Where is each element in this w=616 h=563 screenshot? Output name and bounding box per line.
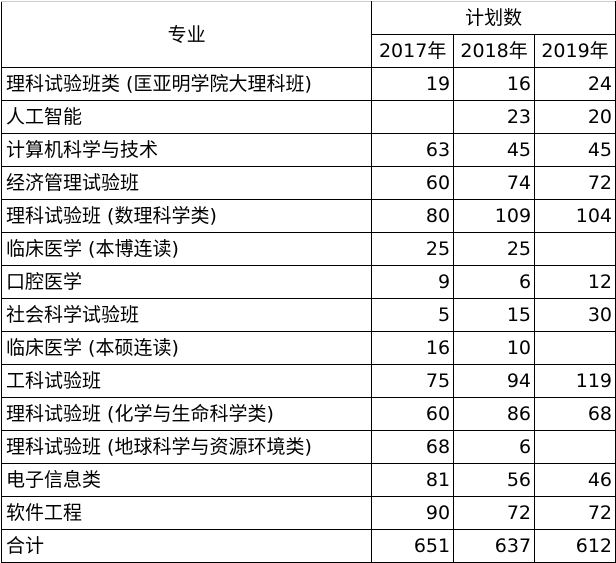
- plan-count-cell: [534, 331, 616, 365]
- plan-count-cell: 109: [453, 199, 536, 233]
- plan-count-cell: 15: [453, 298, 536, 332]
- plan-count-cell: 56: [453, 463, 536, 497]
- plan-count-cell: 637: [453, 529, 536, 563]
- major-name-cell: 临床医学 (本硕连读): [0, 331, 373, 365]
- major-name-cell: 社会科学试验班: [0, 298, 373, 332]
- major-name-cell: 理科试验班 (地球科学与资源环境类): [0, 430, 373, 464]
- major-name-cell: 口腔医学: [0, 265, 373, 299]
- plan-count-cell: 6: [453, 430, 536, 464]
- table-row: 理科试验班 (数理科学类) 80 109 104: [0, 199, 616, 233]
- major-name-cell: 工科试验班: [0, 364, 373, 398]
- plan-count-cell: 60: [371, 166, 455, 200]
- plan-count-cell: 20: [534, 100, 616, 134]
- plan-count-cell: 12: [534, 265, 616, 299]
- header-year-2018: 2018年: [453, 34, 536, 68]
- plan-count-cell: 651: [371, 529, 455, 563]
- plan-count-cell: [534, 232, 616, 266]
- header-plan: 计划数: [371, 1, 616, 35]
- plan-count-cell: 25: [371, 232, 455, 266]
- major-name-cell: 软件工程: [0, 496, 373, 530]
- major-name-cell: 理科试验班类 (匡亚明学院大理科班): [0, 67, 373, 101]
- major-name-cell: 合计: [0, 529, 373, 563]
- plan-count-cell: 104: [534, 199, 616, 233]
- plan-count-cell: 9: [371, 265, 455, 299]
- table-row: 理科试验班 (化学与生命科学类) 60 86 68: [0, 397, 616, 431]
- plan-count-cell: 75: [371, 364, 455, 398]
- header-year-2019: 2019年: [534, 34, 616, 68]
- table-row: 软件工程 90 72 72: [0, 496, 616, 530]
- plan-count-cell: 72: [534, 166, 616, 200]
- plan-count-cell: 16: [371, 331, 455, 365]
- plan-count-cell: 68: [371, 430, 455, 464]
- major-name-cell: 电子信息类: [0, 463, 373, 497]
- table-row: 临床医学 (本博连读) 25 25: [0, 232, 616, 266]
- plan-count-cell: 81: [371, 463, 455, 497]
- plan-count-cell: 63: [371, 133, 455, 167]
- plan-count-cell: 90: [371, 496, 455, 530]
- plan-count-cell: 19: [371, 67, 455, 101]
- plan-count-cell: 72: [534, 496, 616, 530]
- plan-count-cell: 45: [534, 133, 616, 167]
- major-name-cell: 理科试验班 (化学与生命科学类): [0, 397, 373, 431]
- plan-count-cell: 23: [453, 100, 536, 134]
- major-name-cell: 人工智能: [0, 100, 373, 134]
- plan-count-cell: 10: [453, 331, 536, 365]
- table-row: 电子信息类 81 56 46: [0, 463, 616, 497]
- plan-count-cell: 60: [371, 397, 455, 431]
- plan-count-cell: 86: [453, 397, 536, 431]
- table-row: 经济管理试验班 60 74 72: [0, 166, 616, 200]
- major-name-cell: 理科试验班 (数理科学类): [0, 199, 373, 233]
- plan-count-cell: 80: [371, 199, 455, 233]
- plan-count-cell: 30: [534, 298, 616, 332]
- table-row: 社会科学试验班 5 15 30: [0, 298, 616, 332]
- major-name-cell: 经济管理试验班: [0, 166, 373, 200]
- plan-count-cell: 612: [534, 529, 616, 563]
- plan-count-cell: 94: [453, 364, 536, 398]
- plan-count-cell: 74: [453, 166, 536, 200]
- header-major: 专业: [0, 1, 373, 68]
- table-row: 口腔医学 9 6 12: [0, 265, 616, 299]
- major-name-cell: 临床医学 (本博连读): [0, 232, 373, 266]
- table-row: 计算机科学与技术 63 45 45: [0, 133, 616, 167]
- header-year-2017: 2017年: [371, 34, 455, 68]
- table-row: 人工智能 23 20: [0, 100, 616, 134]
- plan-count-cell: 24: [534, 67, 616, 101]
- plan-count-cell: 25: [453, 232, 536, 266]
- major-name-cell: 计算机科学与技术: [0, 133, 373, 167]
- table-row: 工科试验班 75 94 119: [0, 364, 616, 398]
- plan-count-cell: 6: [453, 265, 536, 299]
- plan-count-cell: 72: [453, 496, 536, 530]
- plan-count-cell: 5: [371, 298, 455, 332]
- plan-count-cell: 68: [534, 397, 616, 431]
- table-row: 理科试验班 (地球科学与资源环境类) 68 6: [0, 430, 616, 464]
- table-row: 临床医学 (本硕连读) 16 10: [0, 331, 616, 365]
- plan-count-cell: [534, 430, 616, 464]
- plan-count-cell: [371, 100, 455, 134]
- plan-count-cell: 119: [534, 364, 616, 398]
- plan-count-cell: 45: [453, 133, 536, 167]
- table-row: 合计 651 637 612: [0, 529, 616, 563]
- plan-count-cell: 46: [534, 463, 616, 497]
- table-row: 理科试验班类 (匡亚明学院大理科班) 19 16 24: [0, 67, 616, 101]
- plan-count-cell: 16: [453, 67, 536, 101]
